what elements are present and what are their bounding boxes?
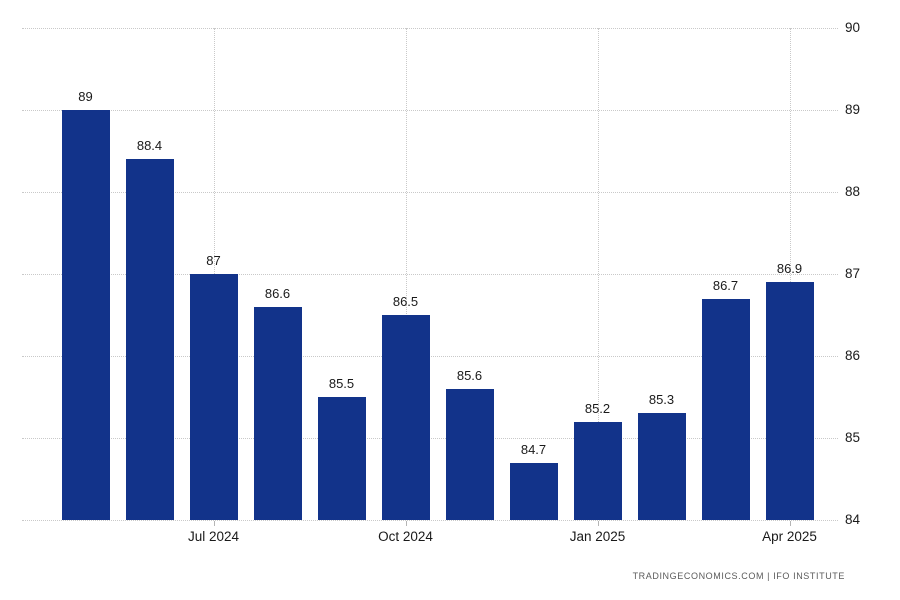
bar-value-label: 85.5 — [328, 376, 355, 391]
y-gridline — [22, 192, 838, 193]
y-gridline — [22, 356, 838, 357]
bar — [253, 307, 302, 520]
bar — [189, 274, 238, 520]
bar — [125, 159, 174, 520]
bar — [573, 422, 622, 520]
bar-value-label: 86.6 — [264, 286, 291, 301]
attribution-text: TRADINGECONOMICS.COM | IFO INSTITUTE — [632, 571, 845, 581]
y-gridline — [22, 28, 838, 29]
bar — [509, 463, 558, 520]
bar — [381, 315, 430, 520]
x-axis-tick-label: Jan 2025 — [569, 529, 626, 544]
bar — [765, 282, 814, 520]
x-axis-tick-mark — [405, 521, 407, 526]
x-axis-tick-mark — [597, 521, 599, 526]
bar-value-label: 85.2 — [584, 401, 611, 416]
bar-value-label: 87 — [206, 253, 221, 268]
y-axis-tick-label: 88 — [845, 184, 861, 199]
y-gridline — [22, 110, 838, 111]
bar-value-label: 86.9 — [776, 261, 803, 276]
bar — [317, 397, 366, 520]
x-axis-tick-mark — [789, 521, 791, 526]
bar — [701, 299, 750, 520]
bar — [637, 413, 686, 520]
y-axis-tick-label: 84 — [845, 512, 861, 527]
bar — [61, 110, 110, 520]
y-axis-tick-label: 89 — [845, 102, 861, 117]
y-gridline — [22, 520, 838, 521]
x-axis-tick-mark — [213, 521, 215, 526]
bar-value-label: 85.3 — [648, 392, 675, 407]
y-gridline — [22, 274, 838, 275]
bar-value-label: 89 — [78, 89, 93, 104]
bar — [445, 389, 494, 520]
bar-value-label: 86.7 — [712, 278, 739, 293]
bar-value-label: 84.7 — [520, 442, 547, 457]
y-axis-tick-label: 85 — [845, 430, 861, 445]
x-gridline — [405, 28, 407, 520]
y-gridline — [22, 438, 838, 439]
x-axis-tick-label: Jul 2024 — [187, 529, 240, 544]
bar-value-label: 86.5 — [392, 294, 419, 309]
bar-value-label: 88.4 — [136, 138, 163, 153]
y-axis-tick-label: 87 — [845, 266, 861, 281]
x-axis-tick-label: Oct 2024 — [378, 529, 433, 544]
bar-value-label: 85.6 — [456, 368, 483, 383]
x-gridline — [597, 28, 599, 520]
x-axis-tick-label: Apr 2025 — [762, 529, 817, 544]
x-gridline — [789, 28, 791, 520]
y-axis-tick-label: 90 — [845, 20, 861, 35]
y-axis-tick-label: 86 — [845, 348, 861, 363]
